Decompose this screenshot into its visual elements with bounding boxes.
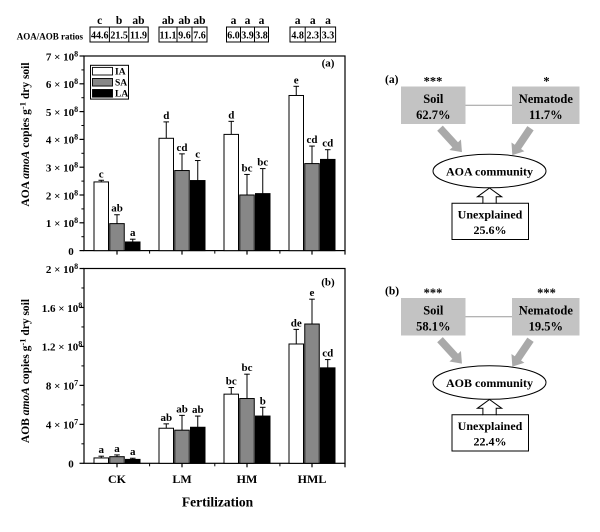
svg-text:ab: ab <box>192 404 204 416</box>
svg-text:de: de <box>291 317 302 329</box>
svg-text:ab: ab <box>160 412 172 424</box>
svg-text:7 × 108: 7 × 108 <box>46 49 78 63</box>
svg-text:Unexplained: Unexplained <box>458 208 523 222</box>
svg-text:***: *** <box>537 286 556 300</box>
svg-text:cd: cd <box>322 138 333 150</box>
svg-text:***: *** <box>424 75 443 89</box>
svg-text:a: a <box>231 15 237 27</box>
svg-text:e: e <box>294 74 299 86</box>
svg-text:CK: CK <box>108 472 127 486</box>
svg-text:1 × 108: 1 × 108 <box>46 216 78 230</box>
svg-text:21.5: 21.5 <box>110 31 128 42</box>
svg-text:Unexplained: Unexplained <box>458 419 523 433</box>
svg-text:b: b <box>116 15 122 27</box>
svg-text:5 × 108: 5 × 108 <box>46 105 78 119</box>
svg-text:ab: ab <box>178 15 190 27</box>
svg-text:AOA/AOB ratios: AOA/AOB ratios <box>17 32 84 42</box>
svg-text:0: 0 <box>68 246 74 258</box>
svg-text:AOA community: AOA community <box>446 164 533 178</box>
svg-text:a: a <box>130 446 136 458</box>
svg-text:7.6: 7.6 <box>193 31 206 42</box>
svg-text:1.2 × 108: 1.2 × 108 <box>42 340 83 354</box>
svg-text:a: a <box>114 443 120 455</box>
svg-text:(b): (b) <box>321 277 335 289</box>
svg-text:4.8: 4.8 <box>291 31 304 42</box>
svg-text:*: * <box>543 75 549 89</box>
svg-text:a: a <box>130 227 136 239</box>
svg-text:b: b <box>260 395 266 407</box>
svg-text:11.1: 11.1 <box>160 31 177 42</box>
svg-text:AOB amoA copies g-1 dry soil: AOB amoA copies g-1 dry soil <box>18 299 33 443</box>
svg-text:a: a <box>259 15 265 27</box>
svg-text:a: a <box>295 15 301 27</box>
svg-text:a: a <box>310 15 316 27</box>
svg-text:c: c <box>97 15 102 27</box>
svg-text:2.3: 2.3 <box>307 31 320 42</box>
svg-text:Soil: Soil <box>423 92 444 106</box>
svg-text:6.0: 6.0 <box>227 31 240 42</box>
svg-text:d: d <box>163 110 169 122</box>
svg-text:ab: ab <box>111 203 123 215</box>
svg-text:25.6%: 25.6% <box>474 223 507 237</box>
svg-text:c: c <box>195 149 200 161</box>
svg-text:11.9: 11.9 <box>130 31 147 42</box>
svg-text:d: d <box>228 109 234 121</box>
svg-text:bc: bc <box>226 376 237 388</box>
svg-text:bc: bc <box>257 157 268 169</box>
svg-text:11.7%: 11.7% <box>529 108 563 122</box>
svg-text:cd: cd <box>307 134 318 146</box>
svg-text:a: a <box>99 444 105 456</box>
svg-text:2 × 108: 2 × 108 <box>46 262 78 276</box>
svg-text:ab: ab <box>193 15 205 27</box>
svg-text:4 × 108: 4 × 108 <box>46 133 78 147</box>
svg-text:3.3: 3.3 <box>322 31 335 42</box>
svg-text:6 × 108: 6 × 108 <box>46 77 78 91</box>
svg-text:a: a <box>245 15 251 27</box>
svg-text:1.6 × 108: 1.6 × 108 <box>42 301 83 315</box>
svg-text:ab: ab <box>176 403 188 415</box>
svg-text:Fertilization: Fertilization <box>182 495 254 510</box>
svg-text:2 × 108: 2 × 108 <box>46 188 78 202</box>
svg-text:HM: HM <box>237 472 258 486</box>
svg-text:3.9: 3.9 <box>241 31 254 42</box>
svg-text:ab: ab <box>162 15 174 27</box>
svg-text:Soil: Soil <box>423 303 444 317</box>
svg-text:0: 0 <box>68 459 74 471</box>
svg-text:22.4%: 22.4% <box>474 435 507 449</box>
svg-text:***: *** <box>424 286 443 300</box>
svg-text:bc: bc <box>242 362 253 374</box>
svg-text:cd: cd <box>322 348 333 360</box>
svg-text:cd: cd <box>177 142 188 154</box>
svg-text:44.6: 44.6 <box>91 31 109 42</box>
svg-text:ab: ab <box>132 15 144 27</box>
svg-text:e: e <box>310 287 315 299</box>
svg-text:AOB community: AOB community <box>446 376 533 390</box>
svg-text:IA: IA <box>115 67 126 77</box>
svg-text:LM: LM <box>172 472 191 486</box>
svg-text:Nematode: Nematode <box>519 92 574 106</box>
svg-text:62.7%: 62.7% <box>416 108 450 122</box>
svg-text:c: c <box>99 168 104 180</box>
svg-text:(b): (b) <box>385 286 399 298</box>
svg-text:8 × 107: 8 × 107 <box>46 379 78 393</box>
svg-text:HML: HML <box>298 472 327 486</box>
svg-text:(a): (a) <box>322 58 335 70</box>
svg-text:4 × 107: 4 × 107 <box>46 418 78 432</box>
svg-text:58.1%: 58.1% <box>416 319 450 333</box>
svg-text:Nematode: Nematode <box>519 303 574 317</box>
svg-text:AOA amoA copies g-1 dry soil: AOA amoA copies g-1 dry soil <box>18 62 33 206</box>
svg-text:a: a <box>325 15 331 27</box>
svg-text:9.6: 9.6 <box>178 31 191 42</box>
svg-text:LA: LA <box>115 89 128 99</box>
svg-text:bc: bc <box>242 162 253 174</box>
svg-text:3 × 108: 3 × 108 <box>46 161 78 175</box>
svg-text:3.8: 3.8 <box>255 31 268 42</box>
svg-text:SA: SA <box>115 78 127 88</box>
svg-text:(a): (a) <box>385 74 399 86</box>
svg-text:19.5%: 19.5% <box>529 319 563 333</box>
